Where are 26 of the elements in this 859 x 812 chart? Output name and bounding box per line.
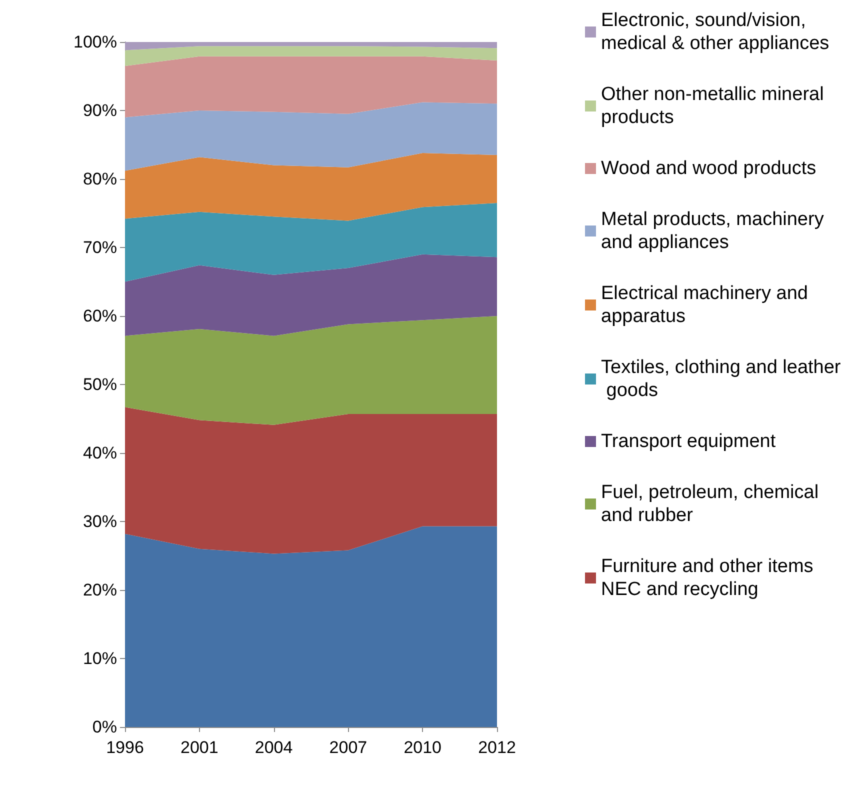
y-tick-label: 40% — [82, 444, 117, 462]
x-tick-label: 2004 — [254, 738, 293, 757]
legend-label: Furniture and other items NEC and recycling — [601, 556, 819, 600]
y-tick-label: 0% — [92, 718, 117, 736]
legend-label: Electronic, sound/vision, medical & other appliances — [601, 10, 830, 54]
legend-label: Textiles, clothing and leather goods — [601, 357, 842, 401]
x-tick-label: 2001 — [180, 738, 218, 757]
x-tick-label: 2012 — [478, 738, 516, 757]
x-tick-label: 2007 — [329, 738, 368, 757]
y-tick-label: 80% — [82, 170, 117, 188]
y-tick-label: 60% — [82, 306, 117, 326]
legend-label: Other non-metallic mineral products — [601, 84, 830, 128]
legend-label: Fuel, petroleum, chemical and rubber — [601, 482, 824, 526]
y-tick-label: 30% — [82, 512, 117, 531]
x-tick-label: 1996 — [106, 738, 144, 757]
legend-label: Wood and wood products — [601, 158, 816, 179]
y-tick-label: 100% — [74, 32, 117, 52]
y-tick-label: 50% — [82, 375, 117, 394]
legend-label: Metal products, machinery and appliances — [601, 209, 830, 253]
y-tick-label: 70% — [82, 238, 117, 257]
y-tick-label: 10% — [82, 649, 117, 668]
legend-label: Transport equipment — [601, 431, 776, 452]
y-tick-label: 90% — [82, 101, 117, 120]
legend-label: Electrical machinery and apparatus — [601, 283, 814, 327]
y-tick-label: 20% — [82, 580, 117, 600]
x-tick-label: 2010 — [404, 738, 442, 757]
